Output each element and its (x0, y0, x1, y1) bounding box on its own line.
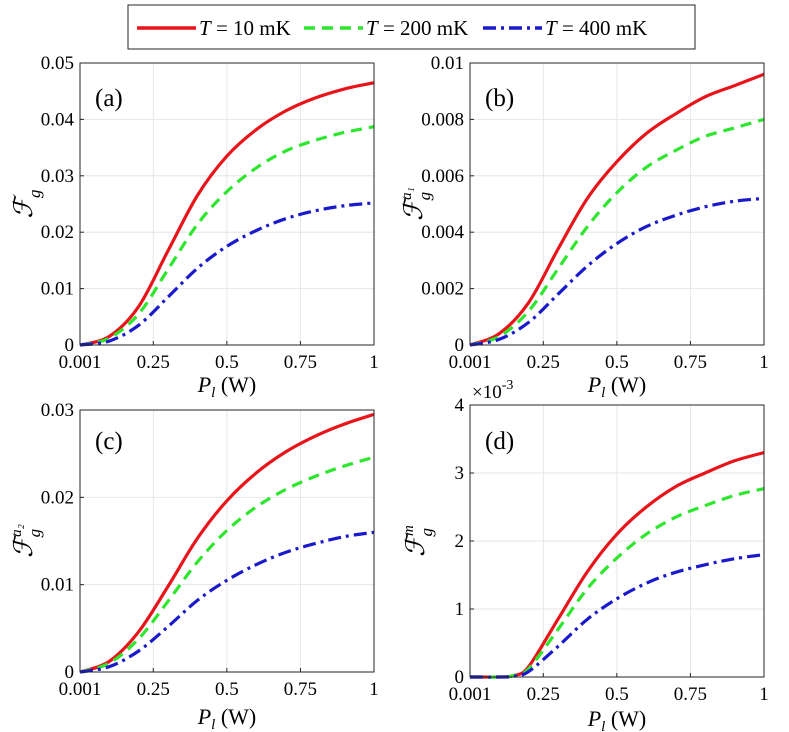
legend: T = 10 mK T = 200 mK T = 400 mK (127, 4, 696, 50)
panel-a-xtick-label: 0.25 (137, 352, 170, 373)
panel-a-series-200mk (79, 125, 375, 347)
panel-b-xtick-label: 1 (759, 352, 769, 373)
panel-a: 0.001 0.25 0.5 0.75 1 0 0.01 0.02 0.03 0.04 0.05 (… (9, 53, 379, 401)
panel-b-xtick-label: 0.75 (674, 352, 707, 373)
panel-d-ytick-label: 0 (455, 667, 465, 688)
panel-b-ytick-label: 0.002 (421, 279, 464, 300)
panel-c-ytick-label: 0 (65, 662, 75, 683)
panel-c-ytick-label: 0.03 (41, 400, 74, 421)
panel-c-ylabel: ℱga₂ (9, 524, 44, 558)
panel-b-xtick-label: 0.5 (605, 352, 629, 373)
legend-box (127, 4, 696, 50)
panel-d-ytick-label: 4 (455, 395, 465, 416)
panel-c-xtick-label: 0.75 (284, 679, 317, 700)
panel-a-ytick-label: 0.03 (41, 166, 74, 187)
panel-b-ytick-label: 0.008 (421, 109, 464, 130)
panel-c-xtick-label: 0.5 (215, 679, 239, 700)
panel-a-ytick-label: 0.01 (41, 279, 74, 300)
panel-d-exponent: ×10-3 (472, 378, 513, 403)
panel-c-ytick-label: 0.01 (41, 575, 74, 596)
panel-b: 0.001 0.25 0.5 0.75 1 0 0.002 0.004 0.006 0.008 0.… (399, 53, 769, 401)
panel-d-xtick-label: 1 (759, 684, 769, 705)
panel-b-ytick-label: 0.006 (421, 166, 464, 187)
panel-a-xtick-label: 1 (369, 352, 379, 373)
panel-b-xtick-label: 0.001 (449, 352, 492, 373)
panel-c-xlabel: Pl (W) (197, 704, 257, 732)
panel-d-series-200mk (469, 487, 765, 679)
panel-d-ytick-label: 3 (455, 463, 465, 484)
panel-b-series-200mk (469, 117, 765, 347)
panel-b-ytick-label: 0.004 (421, 222, 464, 243)
panel-a-ytick-label: 0.05 (41, 53, 74, 74)
panel-a-xtick-label: 0.5 (215, 352, 239, 373)
panel-d-xlabel: Pl (W) (587, 706, 647, 732)
panel-d-xtick-label: 0.25 (527, 684, 560, 705)
panel-a-xlabel: Pl (W) (197, 372, 257, 401)
panel-c-series-400mk (79, 530, 375, 674)
panel-b-xlabel: Pl (W) (587, 372, 647, 401)
panel-d-xtick-label: 0.001 (449, 684, 492, 705)
panel-b-ytick-label: 0 (455, 335, 465, 356)
panel-d-xtick-label: 0.75 (674, 684, 707, 705)
panel-d-xtick-label: 0.5 (605, 684, 629, 705)
panel-b-ylabel: ℱga₁ (399, 187, 434, 221)
panel-d-ytick-label: 2 (455, 531, 465, 552)
panel-a-xtick-label: 0.001 (59, 352, 102, 373)
panel-b-ytick-label: 0.01 (431, 53, 464, 74)
panel-b-series-10mk (469, 72, 765, 347)
panel-c-ytick-label: 0.02 (41, 487, 74, 508)
panel-d-ylabel: ℱgm (401, 525, 436, 557)
panel-c-label: (c) (95, 428, 123, 455)
panel-a-xtick-label: 0.75 (284, 352, 317, 373)
panel-c-series-200mk (79, 455, 375, 674)
panel-b-xtick-label: 0.25 (527, 352, 560, 373)
panel-a-ytick-label: 0.04 (41, 109, 75, 130)
panel-a-ylabel: ℱg (9, 190, 44, 219)
panel-c: 0.001 0.25 0.5 0.75 1 0 0.01 0.02 0.03 (c) Pl (W… (9, 400, 379, 732)
panel-d-ytick-label: 1 (455, 599, 465, 620)
panel-c-xtick-label: 0.25 (137, 679, 170, 700)
panel-c-xtick-label: 1 (369, 679, 379, 700)
legend-label-10mk: T = 10 mK (199, 16, 291, 40)
panel-a-ytick-label: 0 (65, 335, 75, 356)
panel-a-label: (a) (95, 85, 123, 112)
panel-a-series-400mk (79, 201, 375, 347)
panel-a-ytick-label: 0.02 (41, 222, 74, 243)
panel-a-series-10mk (79, 81, 375, 347)
legend-label-200mk: T = 200 mK (366, 16, 468, 40)
panel-c-series-10mk (79, 412, 375, 674)
panel-c-xtick-label: 0.001 (59, 679, 102, 700)
panel-d-series-400mk (469, 553, 765, 679)
legend-label-400mk: T = 400 mK (545, 16, 647, 40)
panel-b-label: (b) (485, 85, 514, 112)
panel-b-series-400mk (469, 196, 765, 347)
panel-d-label: (d) (485, 428, 514, 455)
